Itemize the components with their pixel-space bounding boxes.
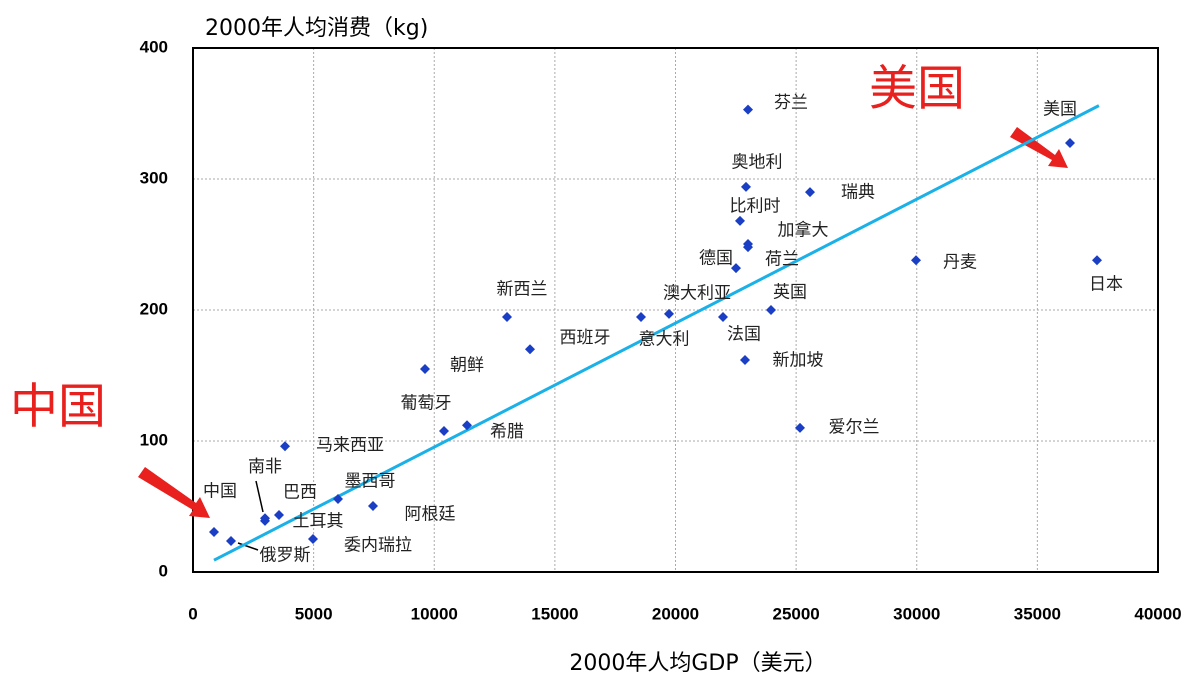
annotation: 中国: [10, 379, 106, 435]
point-label: 爱尔兰: [829, 417, 880, 437]
point: [636, 311, 647, 322]
point-label: 荷兰: [765, 250, 799, 270]
point: [795, 422, 806, 433]
point-label: 南非: [248, 457, 282, 477]
point-label: 奥地利: [731, 152, 782, 172]
point-label: 丹麦: [943, 253, 977, 273]
point: [502, 311, 513, 322]
point: [664, 308, 675, 319]
point-label: 阿根廷: [404, 504, 455, 524]
point-label: 葡萄牙: [400, 394, 451, 414]
point: [367, 500, 378, 511]
point: [735, 215, 746, 226]
point: [274, 510, 285, 521]
x-tick-label: 35000: [1014, 604, 1061, 623]
point: [742, 104, 753, 115]
point: [307, 533, 318, 544]
point: [438, 426, 449, 437]
point-label: 意大利: [639, 329, 690, 349]
point-label: 加拿大: [777, 219, 828, 240]
point: [208, 527, 219, 538]
point: [1091, 255, 1102, 266]
point: [525, 344, 536, 355]
point-label: 新西兰: [497, 279, 548, 299]
y-tick-label: 100: [140, 430, 168, 449]
point-label: 美国: [1043, 99, 1077, 119]
leader-line: [255, 480, 264, 513]
x-tick-label: 30000: [893, 604, 940, 623]
x-tick-label: 5000: [295, 604, 333, 623]
point: [279, 441, 290, 452]
point-label: 希腊: [490, 422, 524, 442]
x-tick-label: 40000: [1134, 604, 1181, 623]
leader-line: [237, 542, 259, 551]
x-tick-label: 20000: [652, 604, 699, 623]
point: [740, 355, 751, 366]
x-tick-label: 15000: [531, 604, 578, 623]
y-tick-label: 0: [159, 561, 168, 580]
point: [740, 181, 751, 192]
y-tick-label: 300: [140, 168, 168, 187]
point: [766, 305, 777, 315]
point-label: 中国: [203, 482, 237, 502]
point-label: 德国: [699, 249, 733, 269]
point: [260, 515, 271, 526]
point-label: 土耳其: [293, 511, 344, 531]
x-axis-title: 2000年人均GDP（美元）: [569, 651, 826, 676]
point: [332, 494, 343, 505]
plot-frame: [192, 47, 1159, 573]
point: [462, 420, 473, 431]
point: [911, 255, 922, 266]
point-label: 巴西: [283, 483, 317, 503]
point-label: 法国: [727, 324, 761, 344]
point-label: 新加坡: [773, 351, 824, 371]
point-label: 英国: [773, 283, 807, 303]
point-label: 朝鲜: [450, 355, 484, 375]
y-axis-title: 2000年人均消费（kg): [205, 16, 428, 41]
point-label: 马来西亚: [316, 436, 384, 456]
y-tick-label: 400: [140, 37, 168, 56]
point: [804, 187, 815, 198]
point-label: 芬兰: [774, 93, 808, 113]
point-label: 比利时: [730, 196, 781, 216]
point-label: 瑞典: [841, 183, 875, 203]
point: [1064, 137, 1075, 148]
point-label: 澳大利亚: [663, 283, 731, 303]
point-label: 委内瑞拉: [344, 535, 412, 555]
point-label: 日本: [1089, 275, 1123, 295]
y-tick-label: 200: [140, 299, 168, 318]
point-label: 西班牙: [560, 328, 611, 348]
point: [731, 263, 742, 274]
point: [718, 311, 729, 322]
point: [225, 535, 236, 546]
point: [420, 363, 431, 374]
annotation: 美国: [869, 61, 965, 117]
x-tick-label: 0: [188, 604, 197, 623]
point-label: 俄罗斯: [259, 545, 310, 565]
x-tick-label: 10000: [411, 604, 458, 623]
x-tick-label: 25000: [772, 604, 819, 623]
point-label: 墨西哥: [344, 472, 395, 492]
trend-line: [213, 104, 1100, 562]
point: [742, 238, 753, 249]
arrow: [1010, 127, 1068, 168]
arrow: [138, 467, 210, 518]
